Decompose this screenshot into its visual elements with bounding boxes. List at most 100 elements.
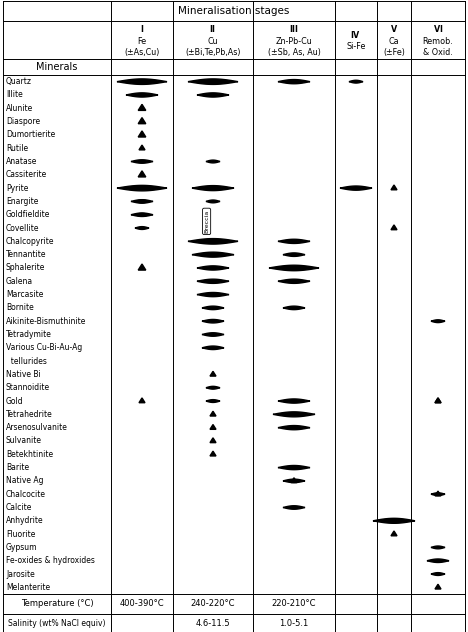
Text: Native Ag: Native Ag (6, 477, 44, 485)
Text: Sphalerite: Sphalerite (6, 264, 45, 272)
Polygon shape (202, 319, 224, 323)
Polygon shape (117, 185, 167, 191)
Polygon shape (435, 398, 441, 403)
Text: Anhydrite: Anhydrite (6, 516, 44, 525)
Text: Various Cu-Bi-Au-Ag: Various Cu-Bi-Au-Ag (6, 343, 82, 352)
Text: Fe-oxides & hydroxides: Fe-oxides & hydroxides (6, 556, 95, 565)
Polygon shape (391, 531, 397, 536)
Text: Galena: Galena (6, 277, 33, 286)
Polygon shape (210, 425, 216, 429)
Polygon shape (135, 227, 149, 229)
Text: Dumortierite: Dumortierite (6, 130, 55, 140)
Polygon shape (139, 398, 145, 403)
Polygon shape (131, 213, 153, 217)
Text: $\mathbf{III}$
Zn-Pb-Cu
(±Sb, As, Au): $\mathbf{III}$ Zn-Pb-Cu (±Sb, As, Au) (268, 23, 321, 57)
Polygon shape (269, 265, 319, 270)
Polygon shape (340, 186, 372, 190)
Polygon shape (391, 185, 397, 190)
Polygon shape (278, 279, 310, 283)
Text: $\mathbf{II}$
Cu
(±Bi,Te,Pb,As): $\mathbf{II}$ Cu (±Bi,Te,Pb,As) (185, 23, 241, 57)
Polygon shape (206, 200, 220, 203)
Polygon shape (278, 240, 310, 243)
Text: Stannoidite: Stannoidite (6, 383, 50, 392)
Polygon shape (431, 320, 445, 322)
Polygon shape (206, 386, 220, 389)
Polygon shape (210, 411, 216, 416)
Polygon shape (138, 104, 146, 111)
Polygon shape (349, 80, 363, 83)
Polygon shape (138, 171, 146, 177)
Polygon shape (431, 546, 445, 549)
Text: Chalcocite: Chalcocite (6, 490, 46, 499)
Polygon shape (139, 145, 145, 150)
Text: Anatase: Anatase (6, 157, 37, 166)
Text: Calcite: Calcite (6, 503, 32, 512)
Text: Enargite: Enargite (6, 197, 38, 206)
Text: Sulvanite: Sulvanite (6, 437, 42, 446)
Polygon shape (283, 306, 305, 310)
Text: Cassiterite: Cassiterite (6, 170, 47, 179)
Polygon shape (431, 493, 445, 495)
Polygon shape (192, 186, 234, 191)
Text: Marcasite: Marcasite (6, 290, 44, 299)
Polygon shape (427, 559, 449, 562)
Polygon shape (278, 425, 310, 430)
Text: Diaspore: Diaspore (6, 117, 40, 126)
Polygon shape (188, 239, 238, 244)
Polygon shape (373, 518, 415, 523)
Text: Covellite: Covellite (6, 224, 39, 233)
Text: Chalcopyrite: Chalcopyrite (6, 237, 54, 246)
Polygon shape (192, 252, 234, 257)
Text: 220-210°C: 220-210°C (272, 600, 316, 609)
Polygon shape (210, 451, 216, 456)
Polygon shape (138, 131, 146, 137)
Text: Mineralisation stages: Mineralisation stages (178, 6, 290, 16)
Polygon shape (135, 200, 149, 203)
Text: 240-220°C: 240-220°C (191, 600, 235, 609)
Polygon shape (435, 398, 441, 403)
Text: Barite: Barite (6, 463, 29, 472)
Polygon shape (188, 79, 238, 85)
Polygon shape (278, 466, 310, 470)
Polygon shape (117, 79, 167, 85)
Polygon shape (278, 399, 310, 403)
Text: Illite: Illite (6, 90, 23, 99)
Polygon shape (197, 279, 229, 283)
Text: Gypsum: Gypsum (6, 543, 37, 552)
Text: Bornite: Bornite (6, 303, 34, 312)
Text: Gold: Gold (6, 396, 23, 406)
Text: 1.0-5.1: 1.0-5.1 (279, 619, 308, 628)
Polygon shape (206, 399, 220, 403)
Text: Aikinite-Bismuthinite: Aikinite-Bismuthinite (6, 317, 87, 325)
Text: Jarosite: Jarosite (6, 569, 35, 578)
Text: Salinity (wt% NaCl equiv): Salinity (wt% NaCl equiv) (8, 619, 106, 628)
Polygon shape (283, 253, 305, 257)
Text: Goldfieldite: Goldfieldite (6, 210, 51, 219)
Polygon shape (197, 266, 229, 270)
Polygon shape (210, 438, 216, 442)
Text: Melanterite: Melanterite (6, 583, 50, 592)
Text: 400-390°C: 400-390°C (120, 600, 164, 609)
Polygon shape (138, 118, 146, 124)
Polygon shape (135, 214, 149, 216)
Text: $\mathbf{V}$
Ca
(±Fe): $\mathbf{V}$ Ca (±Fe) (383, 23, 405, 57)
Text: Tetradymite: Tetradymite (6, 330, 52, 339)
Polygon shape (291, 478, 297, 483)
Text: tellurides: tellurides (6, 356, 47, 366)
Text: $\mathbf{I}$
Fe
(±As,Cu): $\mathbf{I}$ Fe (±As,Cu) (124, 23, 160, 57)
Text: $\mathbf{VI}$
Remob.
& Oxid.: $\mathbf{VI}$ Remob. & Oxid. (423, 23, 453, 57)
Polygon shape (210, 372, 216, 376)
Polygon shape (202, 306, 224, 310)
Text: Rutile: Rutile (6, 143, 28, 153)
Polygon shape (131, 200, 153, 203)
Text: Quartz: Quartz (6, 77, 32, 86)
Text: Arsenosulvanite: Arsenosulvanite (6, 423, 68, 432)
Polygon shape (278, 80, 310, 84)
Polygon shape (435, 584, 441, 589)
Polygon shape (283, 506, 305, 509)
Polygon shape (202, 346, 224, 349)
Polygon shape (391, 225, 397, 229)
Polygon shape (131, 160, 153, 163)
Polygon shape (202, 333, 224, 336)
Polygon shape (197, 293, 229, 296)
